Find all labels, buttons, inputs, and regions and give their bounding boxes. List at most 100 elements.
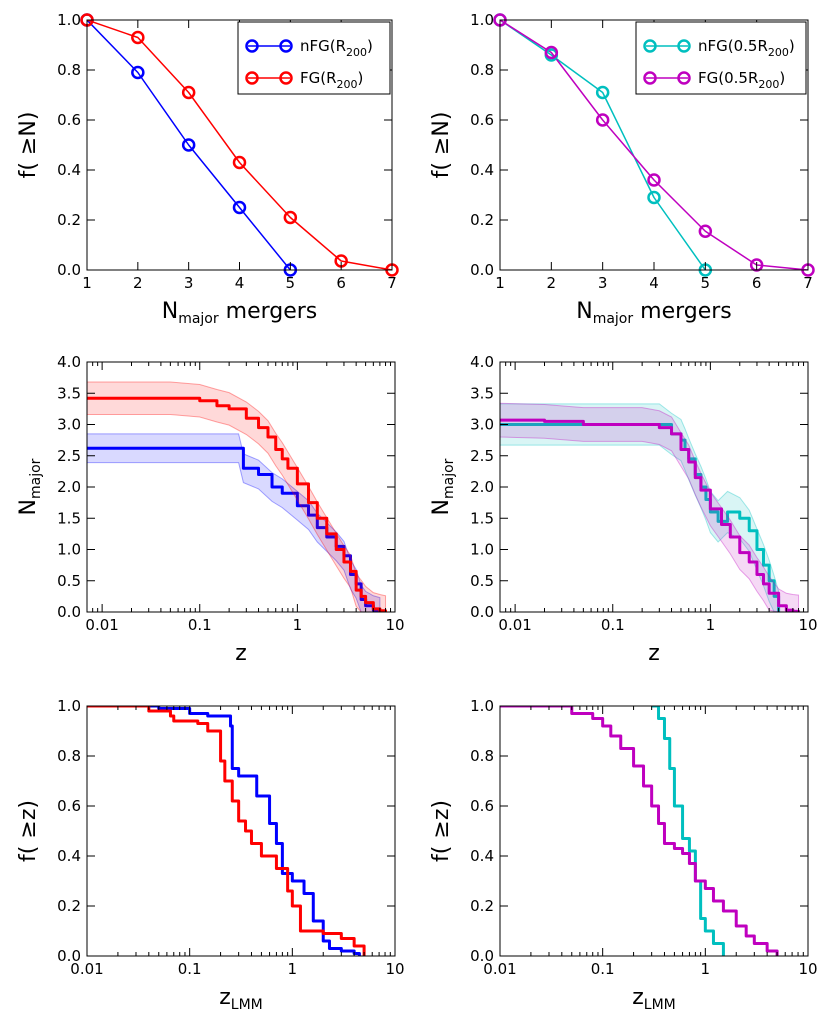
x-axis-label: z [648, 641, 660, 666]
legend-label: nFG(0.5R200) [698, 37, 795, 59]
y-tick-label: 2.0 [57, 478, 81, 496]
x-tick-label: 10 [385, 960, 404, 978]
y-tick-label: 0.6 [470, 111, 494, 129]
series-fg-0-5r200--point [595, 113, 610, 127]
axes-frame [499, 705, 809, 957]
x-tick-label: 2 [133, 274, 143, 292]
series-nfg-0-5r200--line [500, 20, 706, 270]
y-tick-label: 0.0 [470, 947, 494, 965]
plot-area [87, 381, 388, 612]
y-tick-label: 0.8 [470, 747, 494, 765]
x-axis-label: Nmajor mergers [576, 299, 732, 327]
x-tick-label: 10 [798, 616, 817, 634]
y-tick-label: 0.6 [470, 797, 494, 815]
series-fg-0-5r200--line [500, 418, 801, 612]
x-tick-label: 1 [495, 274, 505, 292]
y-tick-label: 0.2 [57, 211, 81, 229]
y-tick-label: 0.8 [57, 61, 81, 79]
x-tick-label: 1 [288, 960, 298, 978]
y-tick-label: 0.4 [470, 847, 494, 865]
panel-p2: 1 2 3 4 5 6 7 0.0 0.2 0.4 0.6 0.8 1.0 Nmajor mergers f… [429, 11, 815, 327]
panel-p5: 0.01 0.1 1 10 0.0 0.2 0.4 0.6 0.8 1.0 zLMM f( ≥z) [16, 697, 405, 1013]
y-tick-label: 3.5 [57, 384, 81, 402]
x-tick-label: 6 [752, 274, 762, 292]
x-tick-label: 0.01 [85, 616, 118, 634]
legend-marker [643, 71, 657, 85]
y-tick-label: 4.0 [57, 353, 81, 371]
x-tick-label: 0.01 [483, 960, 516, 978]
y-tick-label: 2.5 [57, 447, 81, 465]
y-tick-label: 0.2 [57, 897, 81, 915]
series-nfg-0-5r200--line [651, 706, 725, 956]
x-tick-label: 10 [385, 616, 404, 634]
series-fg-r200--point [283, 210, 298, 225]
series-fg-r200--band [87, 381, 387, 612]
series-nfg-r200--line [87, 706, 361, 956]
x-tick-label: 5 [286, 274, 296, 292]
legend-label: FG(R200) [300, 69, 363, 91]
series-nfg-r200--line [87, 446, 382, 612]
panel-p1: 1 2 3 4 5 6 7 0.0 0.2 0.4 0.6 0.8 1.0 Nmajor mergers f… [16, 11, 399, 327]
x-axis-label: zLMM [219, 985, 263, 1013]
series-nfg-r200--point [181, 138, 196, 152]
x-axis-label: Nmajor mergers [162, 299, 318, 327]
series-fg-0-5r200--point [698, 224, 713, 238]
x-tick-label: 1 [701, 960, 711, 978]
y-tick-label: 0.2 [470, 211, 494, 229]
y-tick-label: 3.0 [57, 416, 81, 434]
y-tick-label: 0.0 [57, 261, 81, 279]
x-tick-label: 0.1 [601, 616, 625, 634]
y-tick-label: 1.0 [470, 541, 494, 559]
x-tick-label: 7 [387, 274, 397, 292]
x-tick-label: 1 [293, 616, 303, 634]
series-fg-r200--point [131, 30, 145, 45]
legend-box [237, 21, 391, 95]
plot-area [87, 20, 392, 270]
series-fg-0-5r200--point [647, 173, 661, 187]
plot-area [87, 706, 366, 956]
y-tick-label: 0.2 [470, 897, 494, 915]
series-nfg-r200--line [87, 20, 291, 270]
legend-label: FG(0.5R200) [698, 69, 785, 91]
series-fg-0-5r200--point [544, 45, 559, 60]
y-tick-label: 0.0 [57, 947, 81, 965]
y-tick-label: 0.8 [57, 747, 81, 765]
y-tick-label: 1.0 [470, 697, 494, 715]
y-tick-label: 0.4 [470, 161, 494, 179]
legend-marker [643, 39, 657, 53]
x-tick-label: 1 [706, 616, 716, 634]
y-tick-label: 0.0 [470, 261, 494, 279]
y-axis-label: Nmajor [429, 458, 457, 515]
legend-box [635, 21, 807, 95]
x-tick-label: 5 [701, 274, 711, 292]
x-tick-label: 2 [547, 274, 557, 292]
series-nfg-r200--point [232, 200, 247, 215]
legend: nFG(R200) FG(R200) [237, 21, 391, 95]
x-tick-label: 4 [235, 274, 245, 292]
series-fg-r200--line [87, 20, 392, 270]
y-tick-label: 3.0 [470, 416, 494, 434]
x-tick-label: 7 [803, 274, 813, 292]
legend-marker [677, 71, 691, 85]
y-axis-label: f( ≥z) [429, 800, 454, 862]
legend-marker [279, 71, 293, 85]
series-nfg-0-5r200--line [500, 423, 781, 612]
y-tick-label: 2.0 [470, 478, 494, 496]
y-tick-label: 0.0 [470, 603, 494, 621]
y-tick-label: 1.5 [57, 509, 81, 527]
series-fg-r200--line [87, 706, 366, 956]
y-axis-label: Nmajor [16, 458, 44, 515]
y-tick-label: 1.0 [57, 541, 81, 559]
y-tick-label: 0.0 [57, 603, 81, 621]
x-tick-label: 4 [649, 274, 659, 292]
x-tick-label: 6 [336, 274, 346, 292]
y-tick-label: 1.5 [470, 509, 494, 527]
series-nfg-r200--point [131, 65, 145, 80]
series-nfg-0-5r200--point [595, 85, 610, 100]
x-tick-label: 3 [184, 274, 194, 292]
x-tick-label: 3 [598, 274, 608, 292]
x-axis-label: zLMM [632, 985, 676, 1013]
y-axis-label: f( ≥z) [16, 800, 41, 862]
y-axis-label: f( ≥N) [429, 112, 454, 179]
